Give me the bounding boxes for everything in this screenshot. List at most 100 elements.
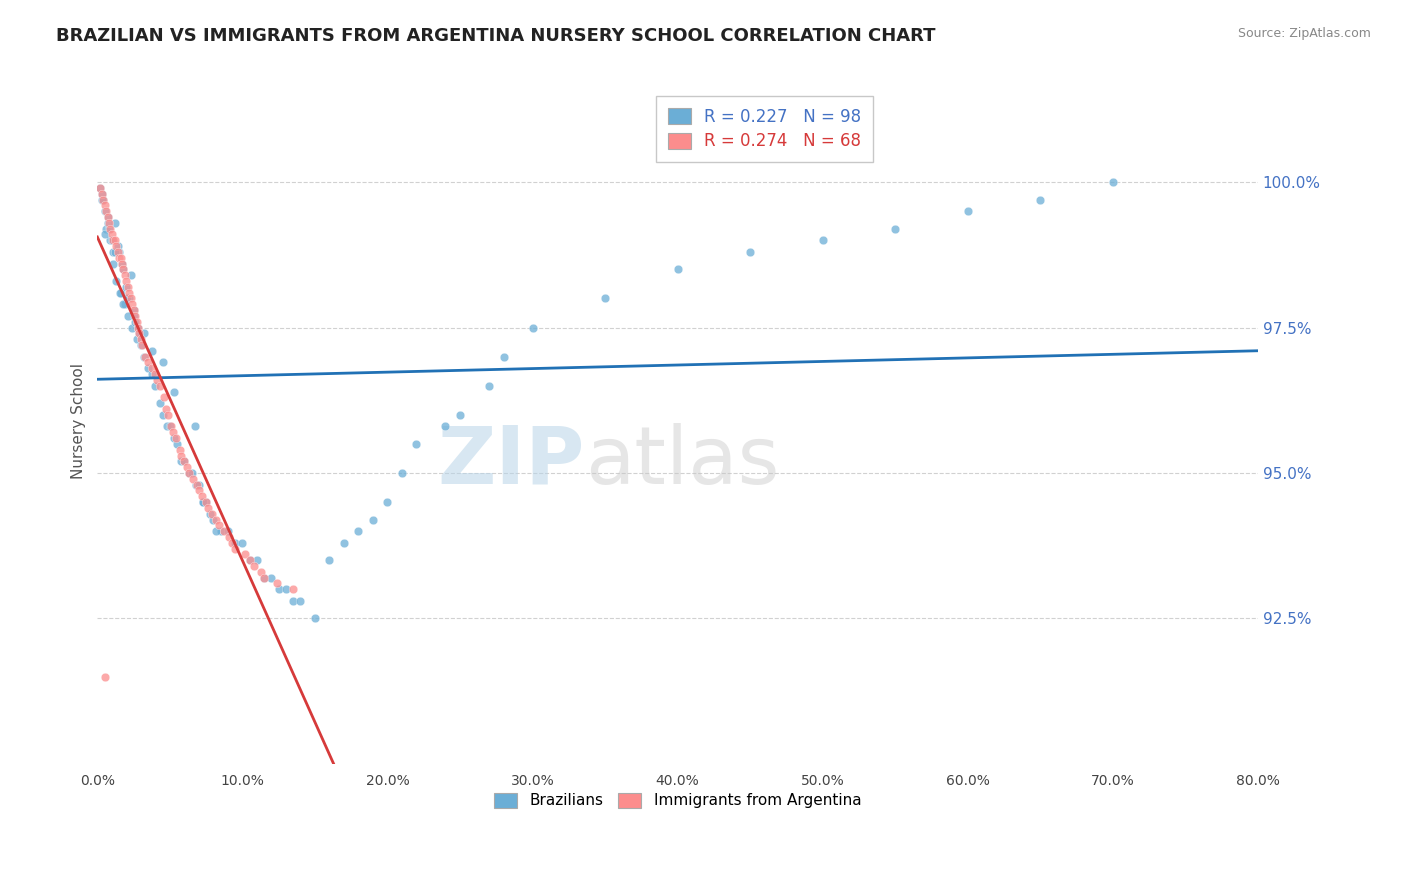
Point [94,669,117,683]
Point [149,396,172,410]
Point [114,268,136,283]
Point [110,251,132,265]
Point [266,576,288,591]
Point [110,285,132,300]
Point [224,535,246,549]
Point [112,262,135,277]
Point [124,309,146,323]
Point [181,472,204,486]
Point [333,535,356,549]
Point [134,326,156,341]
Point [260,571,283,585]
Point [267,582,290,597]
Point [94,227,117,242]
Text: ZIP: ZIP [437,423,585,500]
Point [104,216,127,230]
Point [91,193,114,207]
Point [104,244,127,259]
Point [187,477,209,491]
Point [239,553,262,567]
Point [129,332,152,346]
Point [145,378,167,392]
Point [492,350,515,364]
Point [156,419,179,434]
Point [195,495,218,509]
Point [253,571,276,585]
Text: Source: ZipAtlas.com: Source: ZipAtlas.com [1237,27,1371,40]
Point [125,315,148,329]
Point [117,280,139,294]
Point [101,233,124,247]
Point [117,309,139,323]
Point [162,384,184,399]
Point [112,262,135,277]
Point [811,233,834,247]
Point [96,210,118,224]
Point [94,221,117,235]
Point [152,355,174,369]
Point [391,466,413,480]
Point [221,535,243,549]
Point [239,553,262,567]
Point [132,350,155,364]
Point [1029,193,1052,207]
Point [1101,175,1123,189]
Point [108,244,131,259]
Point [103,233,125,247]
Point [449,408,471,422]
Point [108,285,131,300]
Point [162,425,184,440]
Point [169,442,191,457]
Point [90,186,112,201]
Point [155,402,177,417]
Point [128,326,150,341]
Point [136,355,159,369]
Point [105,239,128,253]
Point [93,198,115,212]
Point [253,571,276,585]
Point [283,582,305,597]
Point [101,227,124,242]
Point [176,460,198,475]
Point [97,216,120,230]
Point [243,559,266,574]
Point [124,309,146,323]
Point [304,611,326,625]
Point [105,274,128,288]
Point [89,181,111,195]
Point [122,303,145,318]
Point [184,477,207,491]
Point [318,553,340,567]
Point [173,454,195,468]
Point [165,431,187,445]
Point [131,338,153,352]
Point [90,186,112,201]
Point [197,500,219,515]
Point [111,256,134,270]
Point [128,326,150,341]
Point [152,408,174,422]
Point [100,233,122,247]
Point [127,320,149,334]
Point [170,454,193,468]
Point [217,524,239,538]
Point [129,338,152,352]
Point [405,437,427,451]
Point [593,292,616,306]
Point [103,244,125,259]
Point [101,256,124,270]
Point [186,477,208,491]
Point [146,373,169,387]
Point [91,193,114,207]
Text: BRAZILIAN VS IMMIGRANTS FROM ARGENTINA NURSERY SCHOOL CORRELATION CHART: BRAZILIAN VS IMMIGRANTS FROM ARGENTINA N… [56,27,936,45]
Point [127,320,149,334]
Point [205,512,228,526]
Point [115,274,138,288]
Point [153,390,176,404]
Point [118,285,141,300]
Point [478,378,501,392]
Point [160,419,183,434]
Point [149,378,172,392]
Point [163,431,186,445]
Legend: Brazilians, Immigrants from Argentina: Brazilians, Immigrants from Argentina [488,787,868,814]
